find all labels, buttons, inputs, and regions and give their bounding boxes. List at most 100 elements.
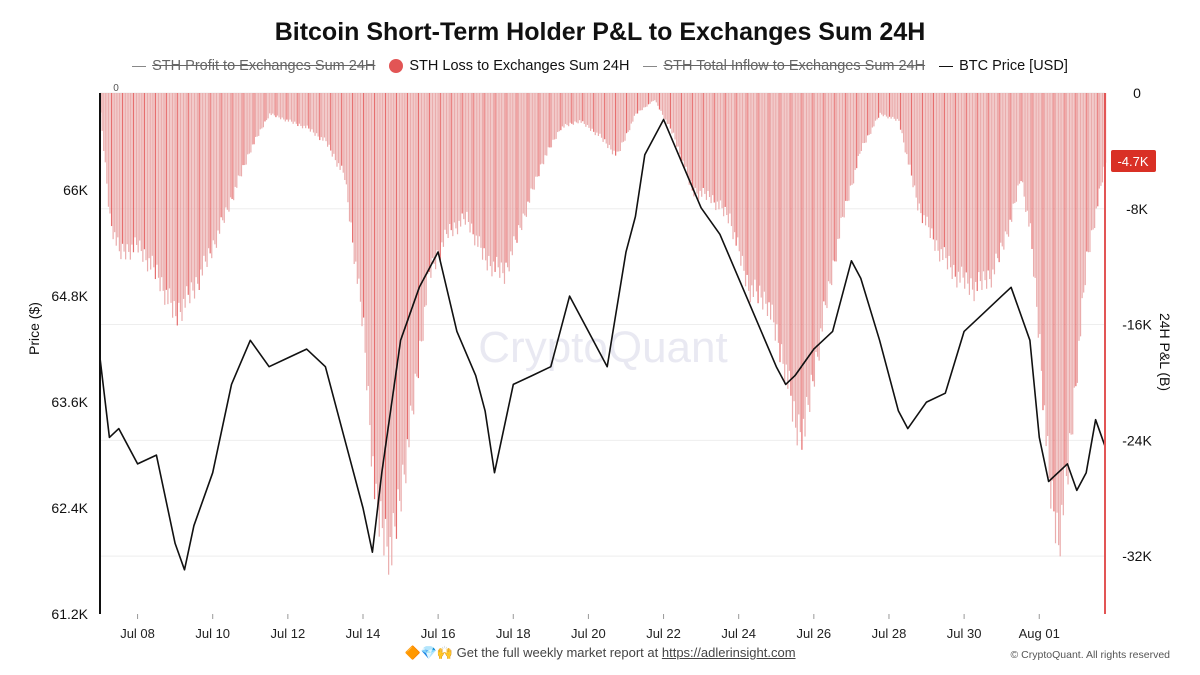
loss-bar <box>101 93 103 131</box>
loss-bar <box>435 93 437 270</box>
loss-bar <box>195 93 197 278</box>
loss-bar <box>832 93 834 261</box>
loss-bar <box>187 93 189 295</box>
loss-bar <box>940 93 942 250</box>
top-zero-label: 0 <box>113 83 119 94</box>
loss-bar <box>625 93 628 134</box>
loss-bar <box>951 93 953 279</box>
loss-bar <box>729 93 731 214</box>
loss-bar <box>943 93 945 248</box>
y-left-tick-label: 62.4K <box>51 500 88 516</box>
loss-bar <box>1039 93 1041 335</box>
loss-bar <box>212 93 214 241</box>
loss-bar <box>136 93 138 245</box>
loss-bar <box>200 93 202 270</box>
loss-bar <box>178 93 180 303</box>
loss-bar <box>774 93 776 341</box>
loss-bar <box>168 93 171 289</box>
loss-bar <box>416 93 418 377</box>
loss-bar <box>367 93 369 386</box>
loss-bar <box>1097 93 1099 207</box>
loss-bar <box>115 93 117 246</box>
loss-bar <box>1026 93 1028 211</box>
loss-bar <box>236 93 238 188</box>
loss-bar <box>668 93 670 124</box>
loss-bar <box>957 93 960 272</box>
loss-bar <box>104 93 106 163</box>
loss-bar <box>1040 93 1043 371</box>
loss-bar <box>903 93 905 143</box>
loss-bar <box>683 93 686 170</box>
loss-bar <box>228 93 230 212</box>
loss-bar <box>320 93 322 138</box>
loss-bar <box>582 93 584 122</box>
loss-bar <box>209 93 211 254</box>
legend-item-btc-price[interactable]: BTC Price [USD] <box>939 58 1068 74</box>
loss-bar <box>892 93 894 117</box>
loss-bar <box>461 93 463 214</box>
loss-bar <box>597 93 599 136</box>
loss-bar <box>311 93 313 130</box>
legend-item-sth-loss[interactable]: STH Loss to Exchanges Sum 24H <box>389 58 629 74</box>
footer-link[interactable]: https://adlerinsight.com <box>661 645 796 660</box>
loss-bar <box>874 93 877 121</box>
loss-bar <box>921 93 924 224</box>
loss-bar <box>424 93 426 307</box>
loss-bar <box>730 93 733 227</box>
loss-bar <box>552 93 554 140</box>
legend-item-sth-profit[interactable]: STH Profit to Exchanges Sum 24H <box>132 58 375 74</box>
loss-bar <box>665 93 667 120</box>
loss-bar <box>1069 93 1071 434</box>
loss-bar <box>140 93 142 252</box>
loss-bar <box>1073 93 1075 388</box>
loss-bar <box>948 93 950 256</box>
x-tick-label: Jul 14 <box>346 626 381 641</box>
loss-bar <box>893 93 895 119</box>
legend-label: STH Profit to Exchanges Sum 24H <box>152 58 376 74</box>
loss-bar <box>417 93 419 379</box>
loss-bar <box>1031 93 1033 249</box>
loss-bar <box>627 93 629 132</box>
loss-bar <box>904 93 906 153</box>
loss-bar <box>500 93 502 263</box>
loss-bar <box>688 93 690 185</box>
loss-bar <box>931 93 933 229</box>
loss-bar <box>1056 93 1058 513</box>
loss-bar <box>831 93 833 286</box>
loss-bar <box>433 93 435 264</box>
loss-bar <box>176 93 178 326</box>
loss-bar <box>752 93 754 297</box>
legend-label: STH Loss to Exchanges Sum 24H <box>409 58 630 74</box>
loss-bar <box>286 93 288 120</box>
y-left-tick-label: 61.2K <box>51 606 88 622</box>
loss-bar <box>1061 93 1063 505</box>
loss-bar <box>1036 93 1038 307</box>
loss-bar <box>123 93 125 252</box>
loss-bar <box>632 93 634 122</box>
legend-line-marker <box>132 65 147 67</box>
loss-bar <box>154 93 156 280</box>
loss-bar <box>172 93 174 318</box>
loss-bar <box>107 93 110 207</box>
loss-bar <box>787 93 789 389</box>
loss-bar <box>431 93 434 259</box>
loss-bar <box>1081 93 1083 299</box>
loss-bar <box>1059 93 1061 557</box>
loss-bar <box>162 93 164 291</box>
loss-bar <box>965 93 967 273</box>
loss-bar <box>508 93 510 272</box>
loss-bar <box>577 93 579 124</box>
loss-bar <box>960 93 963 267</box>
loss-bar <box>281 93 283 118</box>
loss-bar <box>240 93 243 177</box>
loss-bar <box>143 93 146 250</box>
loss-bar <box>422 93 424 341</box>
loss-bar <box>953 93 955 265</box>
legend-item-sth-total-inflow[interactable]: STH Total Inflow to Exchanges Sum 24H <box>643 58 925 74</box>
loss-bar <box>442 93 445 247</box>
loss-bar <box>336 93 338 167</box>
loss-bar <box>677 93 679 147</box>
loss-bar <box>575 93 578 123</box>
x-tick-label: Jul 24 <box>721 626 756 641</box>
